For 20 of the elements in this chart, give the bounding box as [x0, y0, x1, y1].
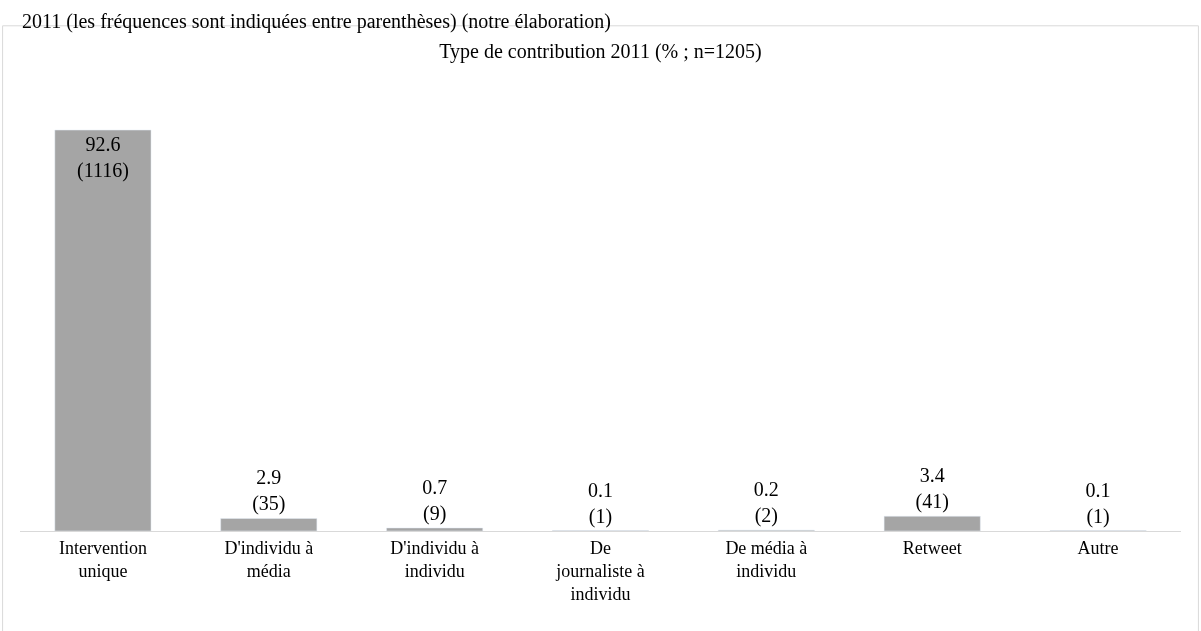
x-tick-label: Autre: [1077, 537, 1119, 558]
data-label: 0.1 (1): [588, 478, 613, 528]
bar: [220, 518, 318, 531]
data-label: 92.6 (1116): [77, 133, 129, 183]
x-tick-label: Retweet: [902, 537, 962, 558]
data-label: 0.1 (1): [1085, 478, 1111, 528]
data-label: 2.9 (35): [252, 466, 286, 516]
x-tick-label: D'individu à individu: [390, 537, 480, 581]
x-tick-label: D'individu à média: [224, 537, 314, 581]
bar: [54, 129, 152, 531]
x-tick-label: De journaliste à individu: [555, 537, 645, 605]
data-label: 3.4 (41): [915, 464, 949, 514]
data-label: 0.2 (2): [753, 478, 779, 528]
x-tick-label: De média à individu: [725, 537, 808, 581]
chart-title: Type de contribution 2011 (% ; n=1205): [439, 40, 762, 64]
data-label: 0.7 (9): [422, 475, 448, 525]
text: 2011 (les fréquences sont indiquées entre parenthèses) (notre élaboration): [22, 10, 612, 33]
bar: [883, 516, 981, 531]
bar: [386, 527, 483, 531]
x-tick-label: Intervention unique: [58, 537, 147, 581]
